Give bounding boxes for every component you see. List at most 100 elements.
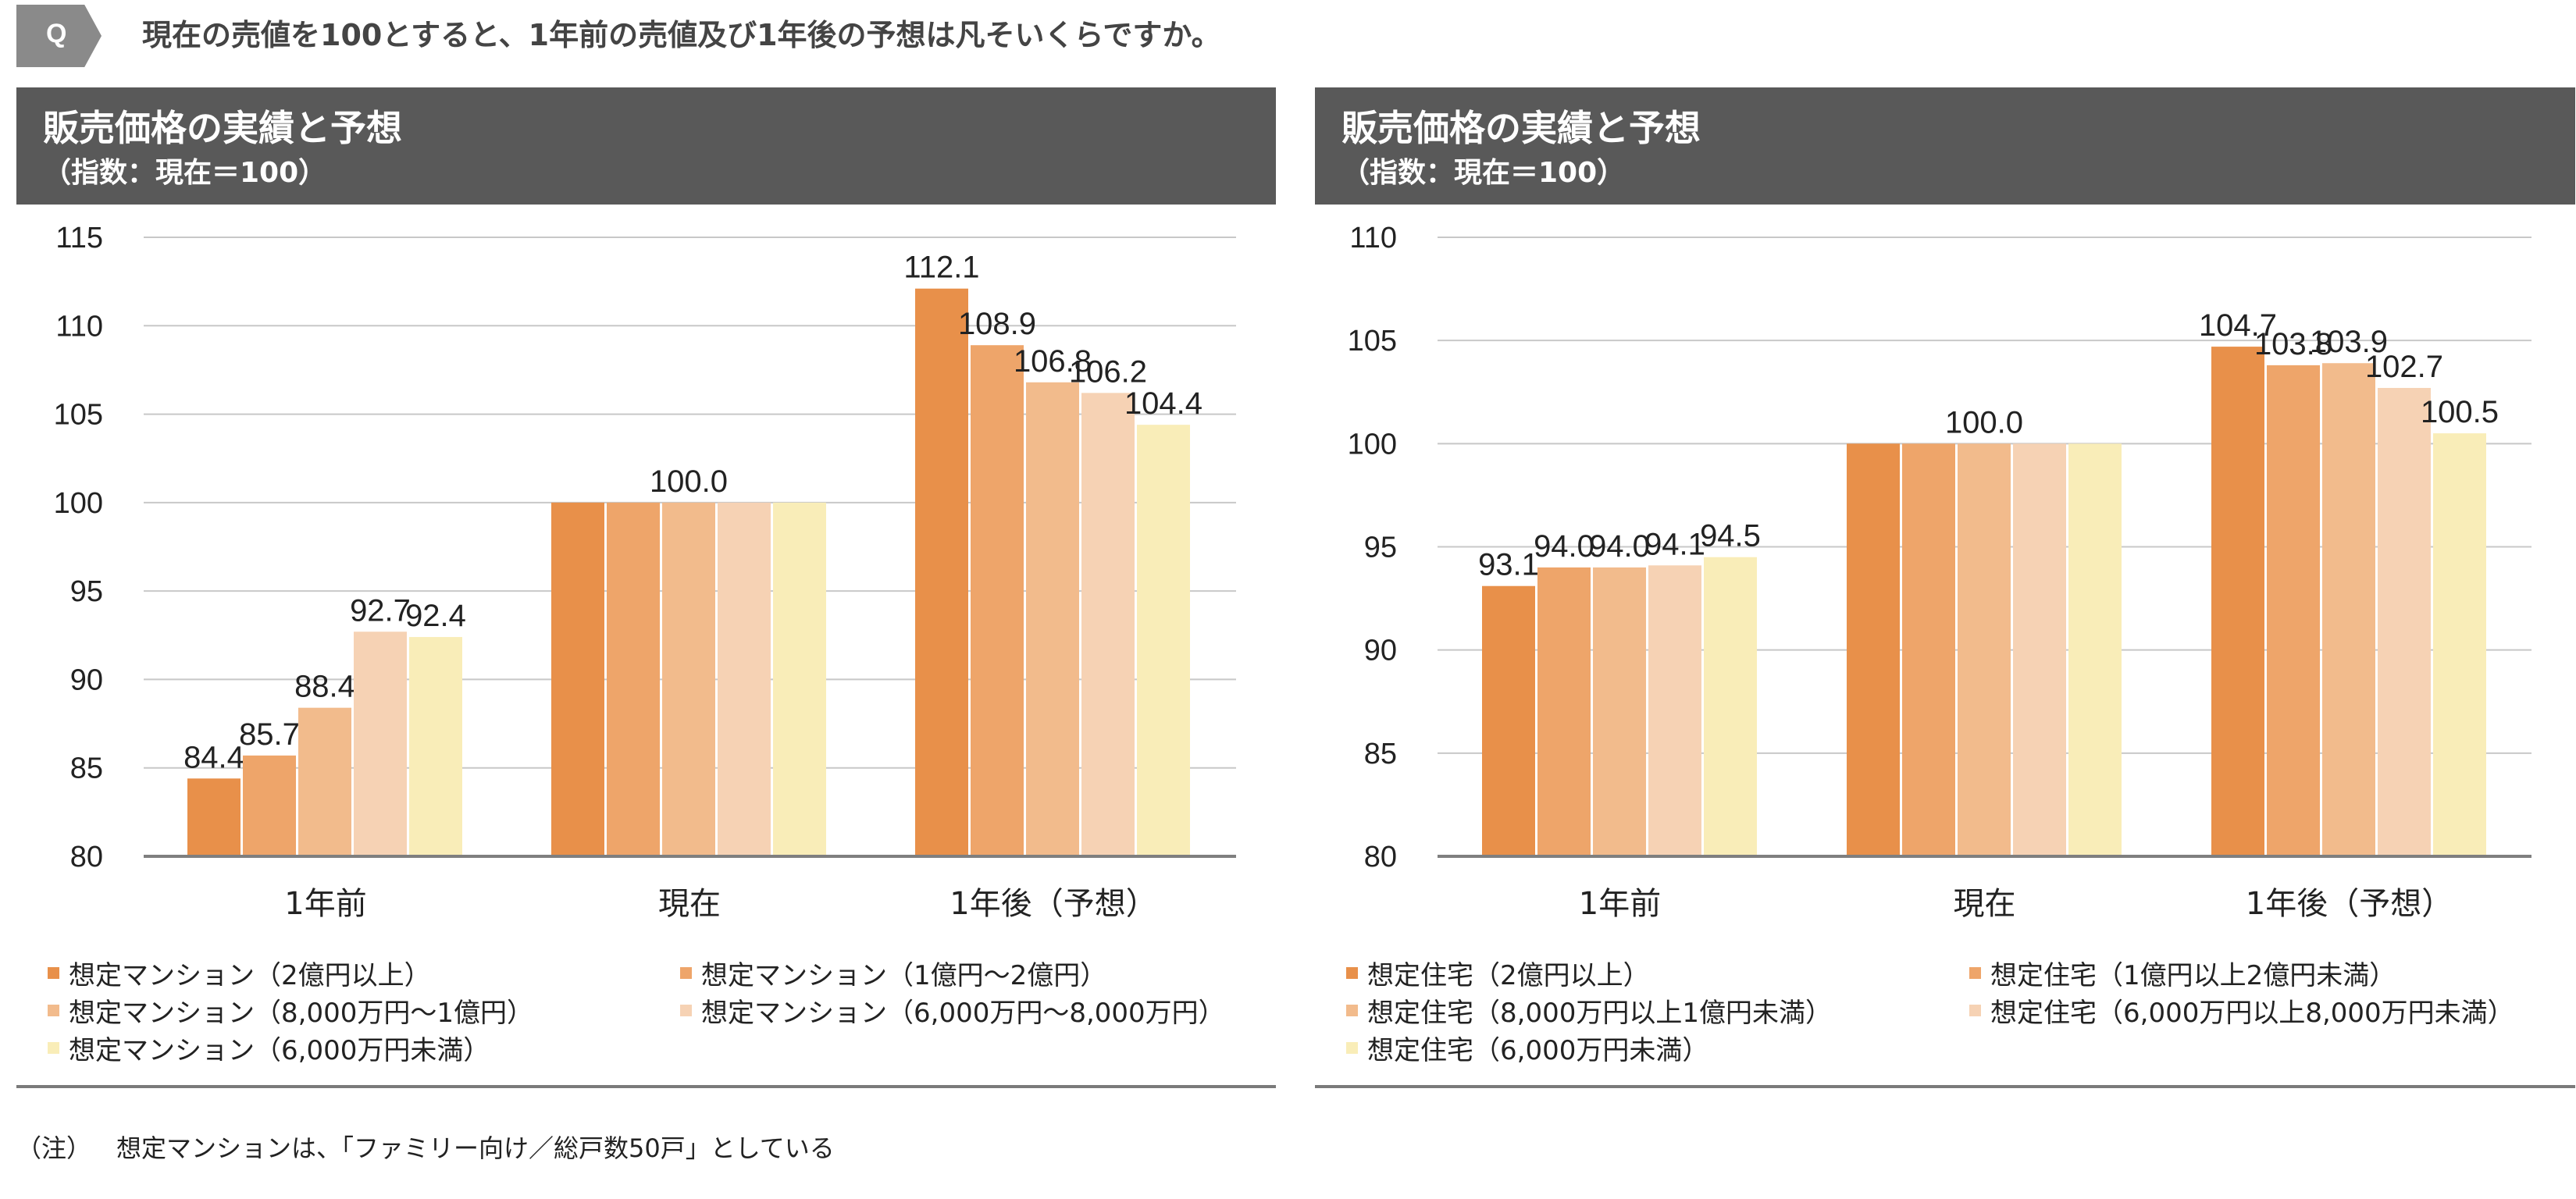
legend-label: 想定マンション（1億円～2億円）	[701, 960, 1107, 991]
chart-subtitle-right: （指数：現在＝100）	[1341, 157, 1626, 189]
y-tick-label: 110	[55, 310, 103, 343]
bar-chart-left: 80 85 90 95 100 105 110 115 84.485.7 88.4 92.792.4…	[54, 222, 1236, 922]
chart-panel-right: 販売価格の実績と予想 （指数：現在＝100） 80 85 90 95 100 105 110…	[1315, 87, 2575, 1088]
bar	[1847, 443, 1900, 856]
legend-swatch	[680, 967, 692, 979]
legend-item: 想定住宅（6,000万円以上8,000万円未満）	[1969, 991, 2514, 1030]
y-tick-label: 80	[1364, 841, 1397, 873]
bar	[1482, 585, 1535, 856]
data-label: 85.7	[239, 717, 300, 752]
bar	[409, 637, 462, 856]
y-tick-label: 90	[1364, 635, 1397, 667]
data-label: 103.8	[2254, 327, 2332, 361]
legend-item: 想定住宅（1億円以上2億円未満）	[1969, 954, 2396, 992]
y-tick-label: 95	[70, 575, 103, 608]
y-tick-label: 85	[1364, 738, 1397, 770]
bar	[662, 502, 715, 856]
data-label: 112.1	[903, 251, 979, 285]
bar	[1137, 425, 1190, 856]
legend-label: 想定住宅（6,000万円以上8,000万円未満）	[1990, 998, 2514, 1029]
chart-panel-left: 販売価格の実績と予想 （指数：現在＝100） 80 85 90 95 100 105 110…	[16, 87, 1276, 1088]
panel-bottom-rule-left	[16, 1085, 1276, 1088]
bar	[1902, 443, 1955, 856]
bar	[2433, 433, 2486, 856]
panel-bottom-rule-right	[1315, 1085, 2575, 1088]
chart-title-right: 販売価格の実績と予想	[1341, 107, 1701, 149]
legend-swatch	[1346, 1042, 1358, 1054]
y-tick-label: 100	[54, 487, 103, 520]
y-tick-label: 105	[54, 399, 103, 432]
legend-item: 想定住宅（2億円以上）	[1346, 954, 1650, 992]
bar	[607, 502, 660, 856]
y-tick-label: 90	[70, 664, 103, 696]
bar	[2267, 365, 2320, 856]
legend-swatch	[48, 1005, 59, 1016]
bar	[1026, 382, 1079, 856]
data-label: 100.0	[1945, 405, 2023, 439]
data-label: 94.5	[1700, 519, 1761, 553]
bar	[915, 288, 968, 857]
bar	[2013, 443, 2066, 856]
legend-item: 想定マンション（6,000万円～8,000万円）	[680, 991, 1225, 1030]
legend-label: 想定マンション（6,000万円～8,000万円）	[701, 998, 1225, 1029]
y-tick-label: 80	[70, 841, 103, 873]
y-tick-label: 95	[1364, 532, 1397, 564]
legend-label: 想定マンション（6,000万円未満）	[69, 1035, 490, 1066]
x-category-label: 現在	[1954, 886, 2016, 922]
data-label: 94.0	[1534, 529, 1594, 564]
x-category-label: 1年後（予想）	[950, 886, 1156, 922]
y-tick-label: 100	[1348, 428, 1397, 461]
data-label: 102.7	[2365, 350, 2443, 384]
legend-label: 想定マンション（8,000万円～1億円）	[69, 998, 533, 1029]
footnote-label: （注）	[16, 1133, 92, 1163]
x-category-label: 現在	[658, 886, 721, 922]
bar	[718, 502, 771, 856]
data-label: 94.1	[1644, 527, 1705, 561]
chart-title-left: 販売価格の実績と予想	[43, 107, 402, 149]
bar-chart-right: 8085909510010511093.194.094.094.194.51年前…	[1348, 222, 2531, 922]
bar	[551, 502, 604, 856]
x-category-label: 1年前	[284, 886, 366, 922]
bar	[1537, 567, 1591, 856]
legend-swatch	[48, 1042, 59, 1054]
bar	[971, 345, 1024, 856]
bar	[243, 755, 296, 856]
y-tick-label: 85	[70, 752, 103, 785]
footnote-text: 想定マンションは、「ファミリー向け／総戸数50戸」としている	[116, 1133, 835, 1163]
data-label: 92.7	[350, 593, 411, 628]
legend-label: 想定マンション（2億円以上）	[69, 960, 431, 991]
bar	[1081, 393, 1135, 856]
legend-swatch	[1969, 967, 1981, 979]
bar	[2068, 443, 2122, 856]
question-text: 現在の売値を100とすると、1年前の売値及び1年後の予想は凡そいくらですか。	[142, 18, 1221, 52]
legend-label: 想定住宅（6,000万円未満）	[1367, 1035, 1709, 1066]
data-label: 108.9	[958, 307, 1036, 341]
chart-header-right: 販売価格の実績と予想 （指数：現在＝100）	[1315, 87, 2575, 205]
x-category-label: 1年前	[1579, 886, 1661, 922]
y-tick-label: 115	[55, 222, 103, 254]
bar	[2378, 387, 2431, 856]
bar	[1648, 565, 1701, 856]
bar	[2211, 347, 2264, 856]
question-badge: Q	[16, 5, 102, 67]
data-label: 100.5	[2421, 395, 2499, 429]
data-label: 94.0	[1589, 529, 1650, 564]
bar	[773, 502, 826, 856]
legend-item: 想定マンション（2億円以上）	[48, 954, 431, 992]
footnote: （注） 想定マンションは、「ファミリー向け／総戸数50戸」としている	[16, 1129, 835, 1165]
bar	[2322, 363, 2375, 856]
legend-item: 想定マンション（6,000万円未満）	[48, 1029, 490, 1067]
legend-item: 想定住宅（8,000万円以上1億円未満）	[1346, 991, 1832, 1030]
data-label: 106.8	[1014, 344, 1092, 379]
legend-swatch	[1969, 1005, 1981, 1016]
x-category-label: 1年後（予想）	[2246, 886, 2453, 922]
chart-subtitle-left: （指数：現在＝100）	[43, 157, 327, 189]
bar	[187, 778, 240, 856]
chart-header-left: 販売価格の実績と予想 （指数：現在＝100）	[16, 87, 1276, 205]
bar	[298, 707, 351, 856]
legend-label: 想定住宅（8,000万円以上1億円未満）	[1367, 998, 1832, 1029]
bar	[1958, 443, 2011, 856]
question-badge-label: Q	[46, 19, 67, 48]
bar	[1704, 557, 1757, 856]
legend-swatch	[1346, 967, 1358, 979]
